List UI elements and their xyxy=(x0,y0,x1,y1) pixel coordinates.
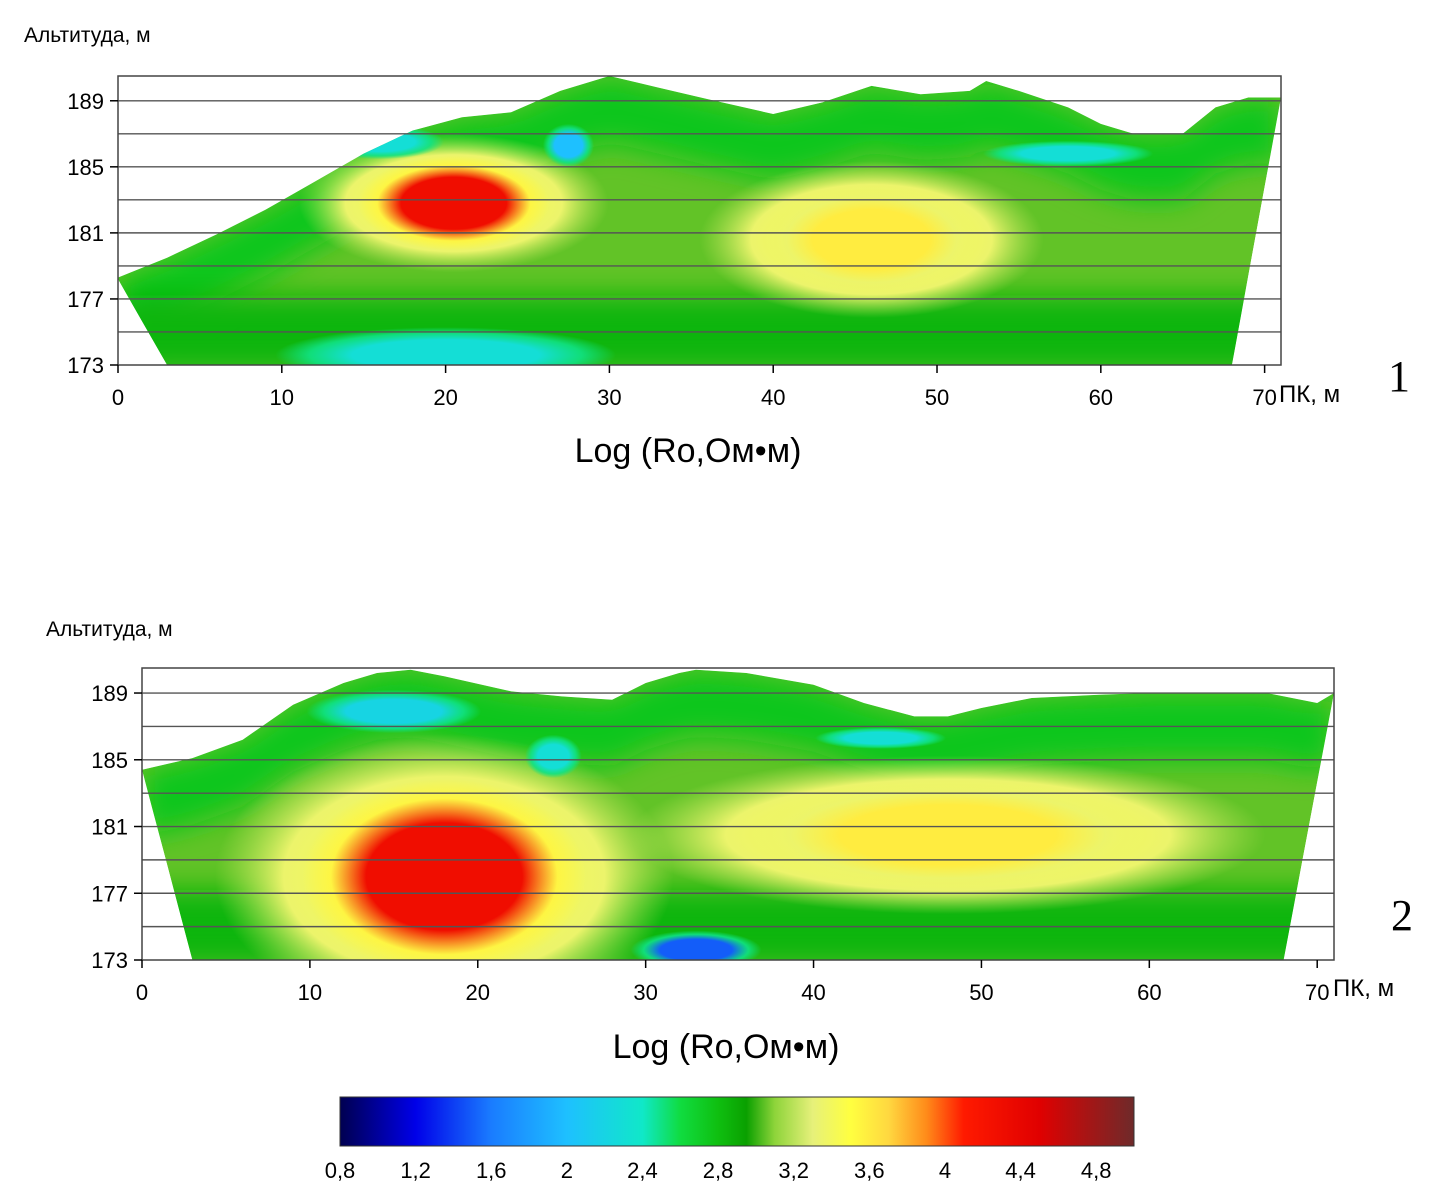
colorbar-tick-label: 2,8 xyxy=(703,1158,734,1183)
y-tick-label: 173 xyxy=(67,353,104,378)
x-tick-label: 0 xyxy=(112,385,124,410)
x-axis-label: ПК, м xyxy=(1279,381,1340,408)
low-resistivity-anomaly xyxy=(815,727,947,749)
resistivity-section xyxy=(118,76,1281,365)
x-tick-label: 40 xyxy=(801,980,825,1005)
low-resistivity-anomaly xyxy=(275,327,616,365)
y-tick-label: 181 xyxy=(67,221,104,246)
x-tick-label: 20 xyxy=(466,980,490,1005)
x-axis-label: ПК, м xyxy=(1333,975,1394,1002)
x-tick-label: 70 xyxy=(1305,980,1329,1005)
gridlines xyxy=(118,100,1281,333)
low-resistivity-anomaly xyxy=(982,140,1154,167)
x-tick-label: 40 xyxy=(761,385,785,410)
colorbar-tick-label: 3,2 xyxy=(778,1158,809,1183)
colorbar-tick-label: 2 xyxy=(561,1158,573,1183)
low-resistivity-anomaly xyxy=(524,734,582,779)
y-tick-label: 177 xyxy=(67,287,104,312)
section-panel-1: Альтитуда, м ПК, м Log (Ro,Ом•м) 1 173 17… xyxy=(24,24,1410,470)
x-tick-label: 10 xyxy=(298,980,322,1005)
low-resistivity-anomaly xyxy=(542,123,595,167)
x-tick-label: 50 xyxy=(925,385,949,410)
colorbar-tick-label: 4,4 xyxy=(1005,1158,1036,1183)
resistivity-section xyxy=(142,669,1334,960)
gridlines xyxy=(142,692,1334,928)
low-resistivity-anomaly xyxy=(630,930,762,960)
y-tick-label: 185 xyxy=(67,155,104,180)
y-tick-label: 177 xyxy=(91,881,128,906)
high-resistivity-anomaly xyxy=(357,155,550,251)
plot-frame xyxy=(117,75,1282,366)
moderate-resistivity-anomaly xyxy=(765,185,978,294)
y-axis-label: Альтитуда, м xyxy=(24,24,151,47)
low-resistivity-anomaly xyxy=(316,124,444,160)
y-tick-label: 173 xyxy=(91,948,128,973)
y-tick-label: 189 xyxy=(67,89,104,114)
chart-title: Log (Ro,Ом•м) xyxy=(575,432,802,470)
colorbar-tick-label: 1,2 xyxy=(400,1158,431,1183)
plot-frame xyxy=(141,667,1335,961)
colorbar-tick-label: 0,8 xyxy=(325,1158,356,1183)
x-tick-label: 30 xyxy=(633,980,657,1005)
colorbar-tick-label: 4,8 xyxy=(1081,1158,1112,1183)
colorbar-tick-label: 1,6 xyxy=(476,1158,507,1183)
x-tick-label: 60 xyxy=(1089,385,1113,410)
x-tick-label: 0 xyxy=(136,980,148,1005)
panel-number: 1 xyxy=(1388,352,1410,401)
x-tick-label: 10 xyxy=(270,385,294,410)
y-tick-label: 181 xyxy=(91,815,128,840)
colorbar-tick-label: 4 xyxy=(939,1158,951,1183)
high-resistivity-anomaly xyxy=(302,778,587,960)
colorbar-tick-label: 3,6 xyxy=(854,1158,885,1183)
x-tick-label: 50 xyxy=(969,980,993,1005)
colorbar-gradient xyxy=(339,1096,1135,1147)
section-panel-2: Альтитуда, м ПК, м Log (Ro,Ом•м) 2 173 17… xyxy=(46,618,1413,1066)
colorbar-tick-label: 2,4 xyxy=(627,1158,658,1183)
y-tick-label: 185 xyxy=(91,748,128,773)
y-axis-label: Альтитуда, м xyxy=(46,618,173,641)
panel-number: 2 xyxy=(1391,891,1413,940)
low-resistivity-anomaly xyxy=(306,689,482,734)
x-tick-label: 60 xyxy=(1137,980,1161,1005)
moderate-resistivity-anomaly xyxy=(751,780,1145,890)
x-tick-label: 30 xyxy=(597,385,621,410)
x-tick-label: 70 xyxy=(1252,385,1276,410)
chart-title: Log (Ro,Ом•м) xyxy=(613,1028,840,1066)
colorbar: 0,8 1,2 1,6 2 2,4 2,8 3,2 3,6 4 4,4 4,8 xyxy=(325,1096,1135,1183)
y-tick-label: 189 xyxy=(91,681,128,706)
x-tick-label: 20 xyxy=(433,385,457,410)
